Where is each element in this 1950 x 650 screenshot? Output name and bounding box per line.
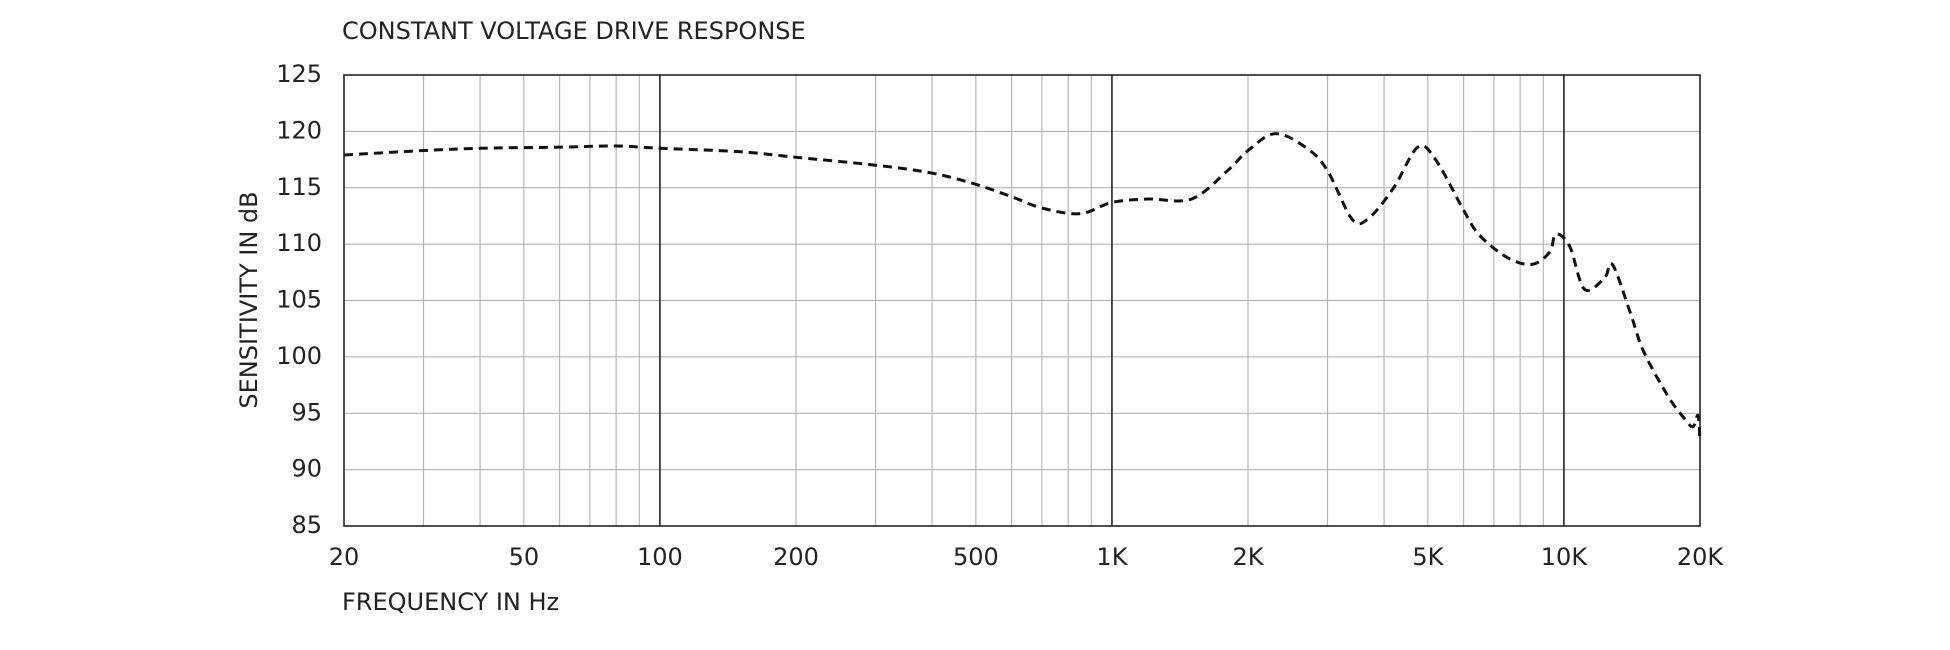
- y-axis-label: SENSITIVITY IN dB: [235, 191, 263, 408]
- chart-title: CONSTANT VOLTAGE DRIVE RESPONSE: [342, 17, 806, 45]
- x-tick-label: 50: [509, 543, 540, 571]
- y-tick-label: 115: [276, 173, 322, 201]
- x-tick-label: 10K: [1541, 543, 1589, 571]
- x-tick-label: 100: [637, 543, 683, 571]
- x-tick-label: 1K: [1096, 543, 1128, 571]
- x-tick-label: 20: [329, 543, 360, 571]
- x-tick-label: 5K: [1412, 543, 1444, 571]
- y-tick-label: 105: [276, 286, 322, 314]
- y-tick-label: 125: [276, 60, 322, 88]
- y-tick-label: 110: [276, 229, 322, 257]
- x-tick-label: 20K: [1677, 543, 1725, 571]
- y-tick-label: 120: [276, 116, 322, 144]
- x-axis-label: FREQUENCY IN Hz: [342, 588, 559, 616]
- x-tick-label: 500: [953, 543, 999, 571]
- x-tick-label: 2K: [1232, 543, 1264, 571]
- y-tick-label: 85: [291, 511, 322, 539]
- x-tick-label: 200: [773, 543, 819, 571]
- y-tick-label: 90: [291, 455, 322, 483]
- plot-frame: [343, 74, 1701, 527]
- y-tick-label: 95: [291, 398, 322, 426]
- response-curve: [343, 132, 1702, 442]
- y-tick-label: 100: [276, 342, 322, 370]
